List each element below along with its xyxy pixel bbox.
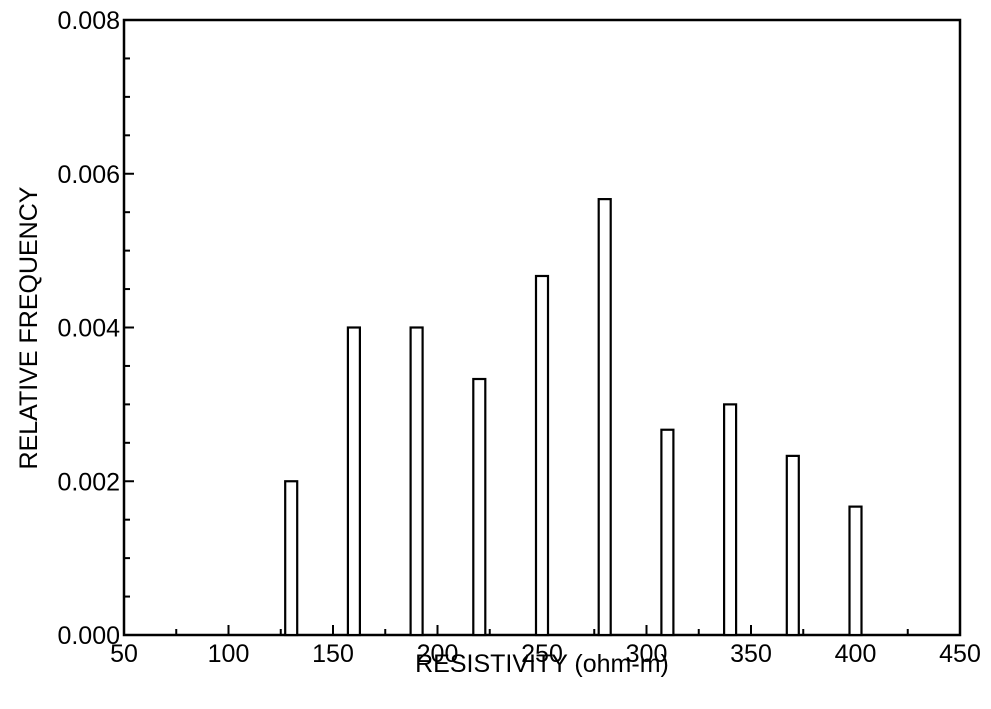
x-tick-label: 250 [521, 640, 563, 668]
y-tick-labels: 0.000 0.002 0.004 0.006 0.008 [57, 7, 120, 650]
y-tick-label: 0.000 [57, 622, 120, 650]
bar [472, 377, 487, 637]
bar [848, 505, 863, 637]
bar [722, 403, 738, 637]
bar [284, 480, 299, 637]
x-tick-labels: 50 100 150 200 250 300 350 400 450 [110, 640, 981, 668]
bar [597, 198, 612, 637]
x-axis-title: RESISTIVITY (ohm-m) [415, 650, 669, 678]
y-tick-label: 0.006 [57, 161, 120, 189]
x-tick-label: 300 [626, 640, 668, 668]
x-tick-label: 150 [312, 640, 354, 668]
bars [284, 198, 863, 637]
bar [785, 454, 800, 637]
bar [346, 326, 361, 637]
x-tick-label: 50 [110, 640, 138, 668]
minor-ticks [124, 57, 909, 635]
y-tick-label: 0.004 [57, 315, 120, 343]
y-axis-title: RELATIVE FREQUENCY [15, 186, 43, 469]
x-tick-label: 400 [835, 640, 877, 668]
y-tick-label: 0.002 [57, 468, 120, 496]
bar [660, 428, 675, 637]
x-tick-label: 450 [939, 640, 981, 668]
y-tick-label: 0.008 [57, 7, 120, 35]
x-tick-label: 100 [208, 640, 250, 668]
x-tick-label: 350 [730, 640, 772, 668]
bar [534, 274, 550, 637]
bar [409, 326, 424, 637]
x-tick-label: 200 [417, 640, 459, 668]
